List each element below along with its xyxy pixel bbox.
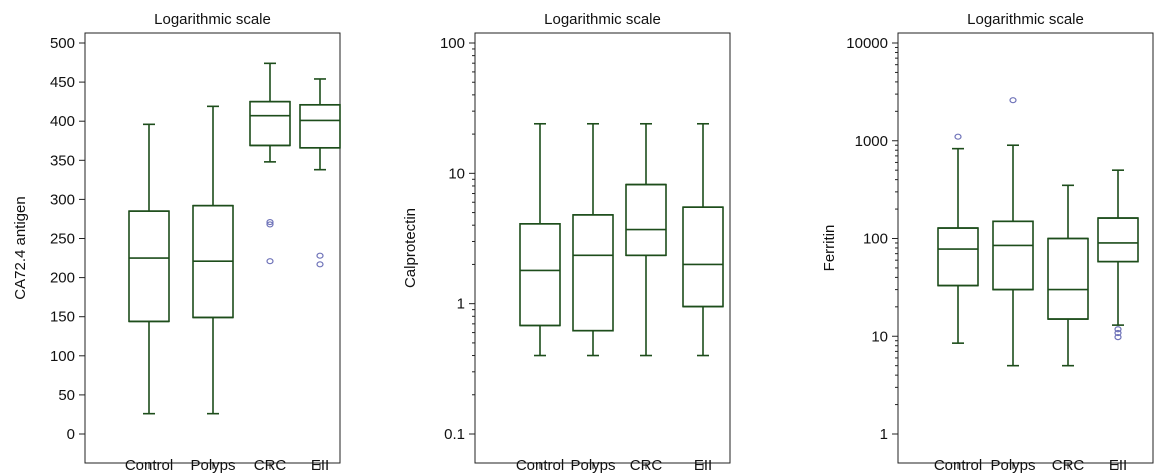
box-crc <box>625 122 667 357</box>
outlier-point <box>266 218 274 226</box>
outlier-point <box>1114 326 1122 333</box>
x-tick-label: EII <box>1109 457 1127 474</box>
box-eii <box>1097 169 1139 341</box>
chart-panel-2: Logarithmic scale Calprotectin 0.1 1 10 100 Co… <box>402 11 731 474</box>
y-tick-label: 100 <box>440 35 465 52</box>
y-tick-label: 350 <box>50 152 75 169</box>
y-tick-label: 400 <box>50 113 75 130</box>
chart-panel-1: Logarithmic scale CA72.4 antigen 0 50 100 150… <box>12 11 341 474</box>
y-tick-label: 10000 <box>846 35 888 52</box>
x-tick-label: Polyps <box>190 457 235 474</box>
x-tick-label: CRC <box>1052 457 1085 474</box>
y-tick-label: 50 <box>58 387 75 404</box>
y-tick-label: 1 <box>457 296 465 313</box>
y-tick-label: 500 <box>50 35 75 52</box>
y-tick-label: 0.1 <box>444 426 465 443</box>
y-tick-label: 450 <box>50 74 75 91</box>
y-axis-label: Calprotectin <box>402 208 419 288</box>
outlier-point <box>954 133 962 140</box>
x-tick-label: Polyps <box>570 457 615 474</box>
y-tick-label: 300 <box>50 191 75 208</box>
chart-title: Logarithmic scale <box>154 11 271 28</box>
outlier-point <box>1009 97 1017 104</box>
x-tick-label: EII <box>311 457 329 474</box>
box-eii <box>299 78 341 268</box>
chart-title: Logarithmic scale <box>967 11 1084 28</box>
y-tick-label: 1000 <box>855 133 888 150</box>
y-tick-label: 1 <box>880 426 888 443</box>
y-tick-label: 10 <box>448 165 465 182</box>
box-control <box>937 133 979 344</box>
outlier-point <box>1114 334 1122 341</box>
y-tick-label: 100 <box>863 231 888 248</box>
x-tick-label: CRC <box>254 457 287 474</box>
box-polyps <box>992 97 1034 367</box>
box-crc <box>249 62 291 265</box>
outlier-point <box>316 261 324 268</box>
x-tick-label: Polyps <box>990 457 1035 474</box>
y-tick-label: 250 <box>50 231 75 248</box>
x-tick-label: EII <box>694 457 712 474</box>
plot-frame <box>474 32 731 464</box>
box-polyps <box>572 122 614 357</box>
box-control <box>128 123 170 415</box>
box-eii <box>682 122 724 357</box>
y-tick-label: 0 <box>67 426 75 443</box>
box-control <box>519 122 561 357</box>
outlier-point <box>266 258 274 265</box>
x-tick-label: Control <box>934 457 982 474</box>
y-tick-label: 200 <box>50 270 75 287</box>
outlier-point <box>266 221 274 228</box>
y-axis-label: CA72.4 antigen <box>12 196 29 299</box>
x-tick-label: Control <box>125 457 173 474</box>
chart-panel-3: Logarithmic scale Ferritin 1 10 100 1000 10000… <box>821 11 1154 474</box>
outlier-point <box>316 252 324 259</box>
x-tick-label: CRC <box>630 457 663 474</box>
y-axis-label: Ferritin <box>821 225 838 272</box>
y-tick-label: 10 <box>871 328 888 345</box>
x-tick-label: Control <box>516 457 564 474</box>
y-tick-label: 100 <box>50 348 75 365</box>
outlier-point <box>1114 329 1122 337</box>
chart-title: Logarithmic scale <box>544 11 661 28</box>
y-tick-label: 150 <box>50 309 75 326</box>
box-polyps <box>192 105 234 415</box>
box-crc <box>1047 184 1089 367</box>
